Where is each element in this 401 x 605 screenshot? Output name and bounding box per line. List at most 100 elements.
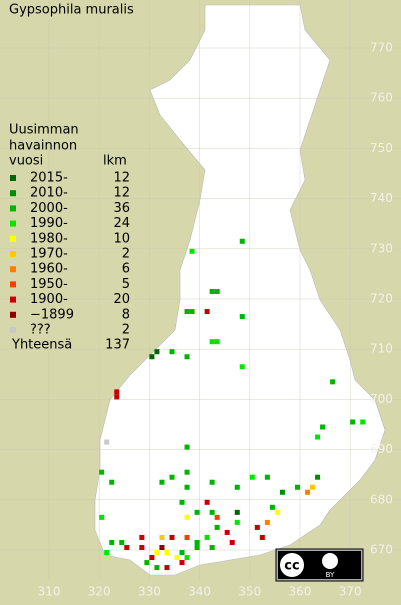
observation-square [204,309,210,315]
total-label: Yhteensä [11,338,72,353]
observation-square [184,534,190,540]
observation-square [264,519,270,525]
observation-square [184,444,190,450]
observation-square [279,489,285,495]
legend-label: ??? [30,323,51,338]
observation-square [229,539,235,545]
legend-count: 10 [113,231,130,246]
total-count: 137 [105,338,130,353]
legend-label: 2015- [30,171,68,186]
y-tick-label: 710 [370,342,393,356]
observation-square [159,544,165,550]
observation-square [214,524,220,530]
legend-label: 1970- [30,247,68,262]
x-tick-label: 330 [138,585,161,599]
observation-square [209,544,215,550]
observation-square [254,524,260,530]
y-tick-label: 770 [370,41,393,55]
legend-count: 36 [113,201,130,216]
observation-square [310,484,316,490]
observation-square [139,534,145,540]
y-tick-label: 720 [370,292,393,306]
observation-square [224,529,230,535]
observation-square [209,339,215,345]
y-tick-label: 690 [370,442,393,456]
observation-square [169,534,175,540]
observation-square [214,288,220,294]
observation-square [209,479,215,485]
legend-swatch [10,220,16,227]
x-tick-label: 360 [289,585,312,599]
legend-count: 8 [122,307,130,322]
observation-square [144,560,150,566]
observation-square [204,534,210,540]
observation-square [315,434,321,440]
observation-square [189,309,195,315]
observation-square [124,544,130,550]
y-tick-label: 760 [370,91,393,105]
observation-square [360,419,366,425]
observation-square [194,539,200,545]
cc-text: cc [284,559,299,574]
observation-square [305,489,311,495]
observation-square [234,509,240,515]
legend-swatch [10,251,16,257]
observation-square [234,519,240,525]
observation-square [179,550,185,556]
observation-square [350,419,356,425]
observation-square [234,484,240,490]
observation-square [259,534,265,540]
observation-square [159,479,165,485]
legend-label: −1899 [30,307,74,322]
legend-count: 2 [122,323,130,338]
legend-count-header: lkm [103,154,127,169]
license-badge: cc BY [275,548,364,582]
observation-square [320,424,326,430]
observation-square [315,474,321,480]
legend-header: Uusimman [9,123,79,138]
observation-square [169,474,175,480]
observation-square [104,550,110,556]
observation-square [239,364,245,370]
observation-square [274,509,280,515]
legend-swatch [10,266,16,273]
legend-count: 12 [113,171,130,186]
legend-swatch [10,190,16,197]
y-tick-label: 730 [370,241,393,255]
observation-square [239,238,245,244]
observation-square [174,555,180,561]
observation-square [194,509,200,515]
legend-swatch [10,175,16,181]
legend-label: 1950- [30,277,68,292]
observation-square [184,309,190,315]
observation-square [99,514,105,520]
y-tick-label: 750 [370,141,393,155]
y-tick-label: 740 [370,191,393,205]
observation-square [169,349,175,355]
observation-square [164,550,170,556]
legend-swatch [10,281,16,288]
observation-square [119,539,125,545]
legend-count: 24 [113,216,130,231]
observation-square [149,354,155,360]
observation-square [264,474,270,480]
observation-square [294,484,300,490]
legend-label: 1900- [30,292,68,307]
observation-square [114,389,120,395]
finland-outline [94,4,386,576]
legend-count: 5 [122,277,130,292]
legend-label: 1990- [30,216,68,231]
observation-square [214,514,220,520]
legend-label: 1960- [30,262,68,277]
y-tick-label: 670 [370,543,393,557]
observation-square [104,439,110,445]
legend-swatch [10,311,16,318]
y-tick-label: 680 [370,492,393,506]
x-tick-label: 370 [339,585,362,599]
observation-square [99,469,105,475]
observation-square [189,248,195,254]
legend-label: 1980- [30,231,68,246]
observation-square [239,314,245,320]
observation-square [184,469,190,475]
